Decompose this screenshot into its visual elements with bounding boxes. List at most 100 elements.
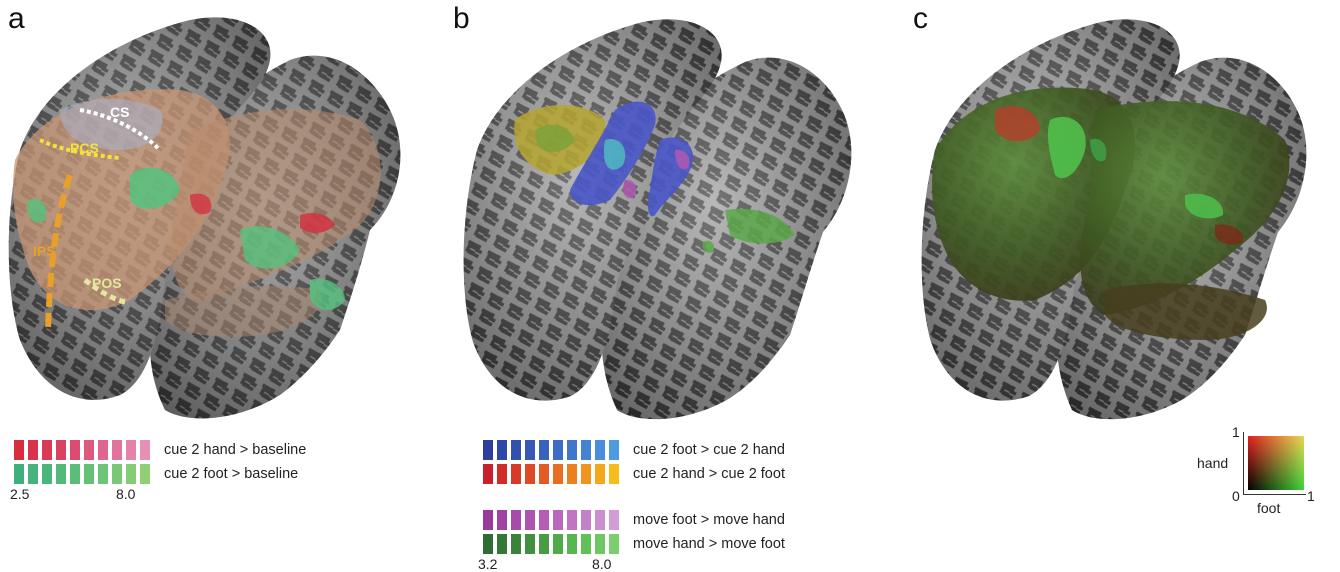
legend-label: move hand > move foot <box>633 536 785 552</box>
legend-row: cue 2 foot > cue 2 hand <box>483 438 785 462</box>
colorbar-swatch <box>112 440 122 460</box>
colorbar-swatch <box>497 510 507 530</box>
colorbar-move-foot <box>483 510 623 530</box>
colormap-x-max: 1 <box>1307 488 1315 504</box>
colorbar-swatch <box>84 440 94 460</box>
colorbar-swatch <box>483 440 493 460</box>
colorbar-swatch <box>126 440 136 460</box>
panel-label-b: b <box>453 2 470 35</box>
sulcus-label-ips: IPS <box>33 243 56 259</box>
colormap-2d-gradient <box>1248 436 1304 490</box>
colormap-y-max: 1 <box>1232 424 1240 440</box>
colorbar-foot-baseline <box>14 464 154 484</box>
panel-b: b cue 2 foot > cue 2 hand <box>445 0 905 572</box>
colorbar-swatch <box>28 464 38 484</box>
legend-row: move foot > move hand <box>483 508 785 532</box>
panel-c: c <box>905 0 1340 572</box>
colorbar-swatch <box>511 440 521 460</box>
range-max-b: 8.0 <box>592 556 612 572</box>
colorbar-swatch <box>14 464 24 484</box>
colorbar-swatch <box>609 510 619 530</box>
colorbar-hand-baseline <box>14 440 154 460</box>
colorbar-swatch <box>539 464 549 484</box>
colorbar-swatch <box>497 464 507 484</box>
colorbar-swatch <box>511 464 521 484</box>
colorbar-swatch <box>56 440 66 460</box>
colorbar-swatch <box>483 510 493 530</box>
colormap-y-label: hand <box>1197 455 1229 471</box>
colorbar-swatch <box>98 440 108 460</box>
range-min-b: 3.2 <box>478 556 498 572</box>
colorbar-swatch <box>14 440 24 460</box>
colorbar-swatch <box>609 534 619 554</box>
panel-label-c: c <box>913 2 928 35</box>
legend-label: move foot > move hand <box>633 512 785 528</box>
brain-surface-c <box>921 19 1307 420</box>
colorbar-swatch <box>553 440 563 460</box>
colorbar-swatch <box>581 440 591 460</box>
sulcus-label-pos: POS <box>92 275 122 291</box>
legend-row: cue 2 foot > baseline <box>14 462 306 486</box>
colorbar-hand-gt-foot <box>483 464 623 484</box>
colorbar-swatch <box>56 464 66 484</box>
colorbar-swatch <box>567 534 577 554</box>
colorbar-swatch <box>539 440 549 460</box>
colorbar-swatch <box>553 510 563 530</box>
colorbar-swatch <box>553 464 563 484</box>
range-max-a: 8.0 <box>116 486 136 502</box>
colorbar-swatch <box>70 440 80 460</box>
range-min-a: 2.5 <box>10 486 30 502</box>
colorbar-swatch <box>567 464 577 484</box>
colorbar-swatch <box>525 510 535 530</box>
legend-label: cue 2 hand > baseline <box>164 442 307 458</box>
colorbar-swatch <box>140 440 150 460</box>
colorbar-swatch <box>609 464 619 484</box>
colorbar-foot-gt-hand <box>483 440 623 460</box>
pcs-line <box>39 138 121 160</box>
legend-label: cue 2 foot > cue 2 hand <box>633 442 785 458</box>
colormap-2d <box>1248 436 1304 490</box>
panel-a: a CS <box>0 0 445 572</box>
legend-label: cue 2 hand > cue 2 foot <box>633 466 785 482</box>
colorbar-swatch <box>595 440 605 460</box>
colorbar-swatch <box>581 534 591 554</box>
colorbar-swatch <box>511 510 521 530</box>
colorbar-swatch <box>581 510 591 530</box>
colormap-origin: 0 <box>1232 488 1240 504</box>
legend-row: move hand > move foot <box>483 532 785 556</box>
colormap-2d-axes <box>1243 432 1306 495</box>
legend-a: cue 2 hand > baseline cue 2 foot > basel… <box>14 438 306 486</box>
colorbar-swatch <box>581 464 591 484</box>
colormap-x-label: foot <box>1257 500 1281 516</box>
colorbar-swatch <box>567 440 577 460</box>
colorbar-swatch <box>28 440 38 460</box>
colorbar-swatch <box>595 510 605 530</box>
colorbar-swatch <box>539 534 549 554</box>
legend-b: cue 2 foot > cue 2 hand cue 2 hand > cue… <box>483 438 785 556</box>
colorbar-move-hand <box>483 534 623 554</box>
colorbar-swatch <box>84 464 94 484</box>
colorbar-swatch <box>553 534 563 554</box>
cs-line <box>79 108 162 152</box>
colorbar-swatch <box>70 464 80 484</box>
colorbar-swatch <box>483 534 493 554</box>
colorbar-swatch <box>112 464 122 484</box>
legend-row: cue 2 hand > cue 2 foot <box>483 462 785 486</box>
panel-label-a: a <box>8 2 25 35</box>
colorbar-swatch <box>126 464 136 484</box>
legend-row: cue 2 hand > baseline <box>14 438 306 462</box>
colorbar-swatch <box>525 534 535 554</box>
colorbar-swatch <box>140 464 150 484</box>
colorbar-swatch <box>497 534 507 554</box>
colorbar-swatch <box>98 464 108 484</box>
colorbar-swatch <box>595 464 605 484</box>
colorbar-swatch <box>483 464 493 484</box>
brain-surface-a <box>8 17 401 419</box>
colorbar-swatch <box>609 440 619 460</box>
colorbar-swatch <box>42 440 52 460</box>
legend-label: cue 2 foot > baseline <box>164 466 299 482</box>
colorbar-swatch <box>525 464 535 484</box>
pos-line <box>83 278 126 305</box>
sulcus-label-cs: CS <box>110 104 130 120</box>
colorbar-swatch <box>511 534 521 554</box>
